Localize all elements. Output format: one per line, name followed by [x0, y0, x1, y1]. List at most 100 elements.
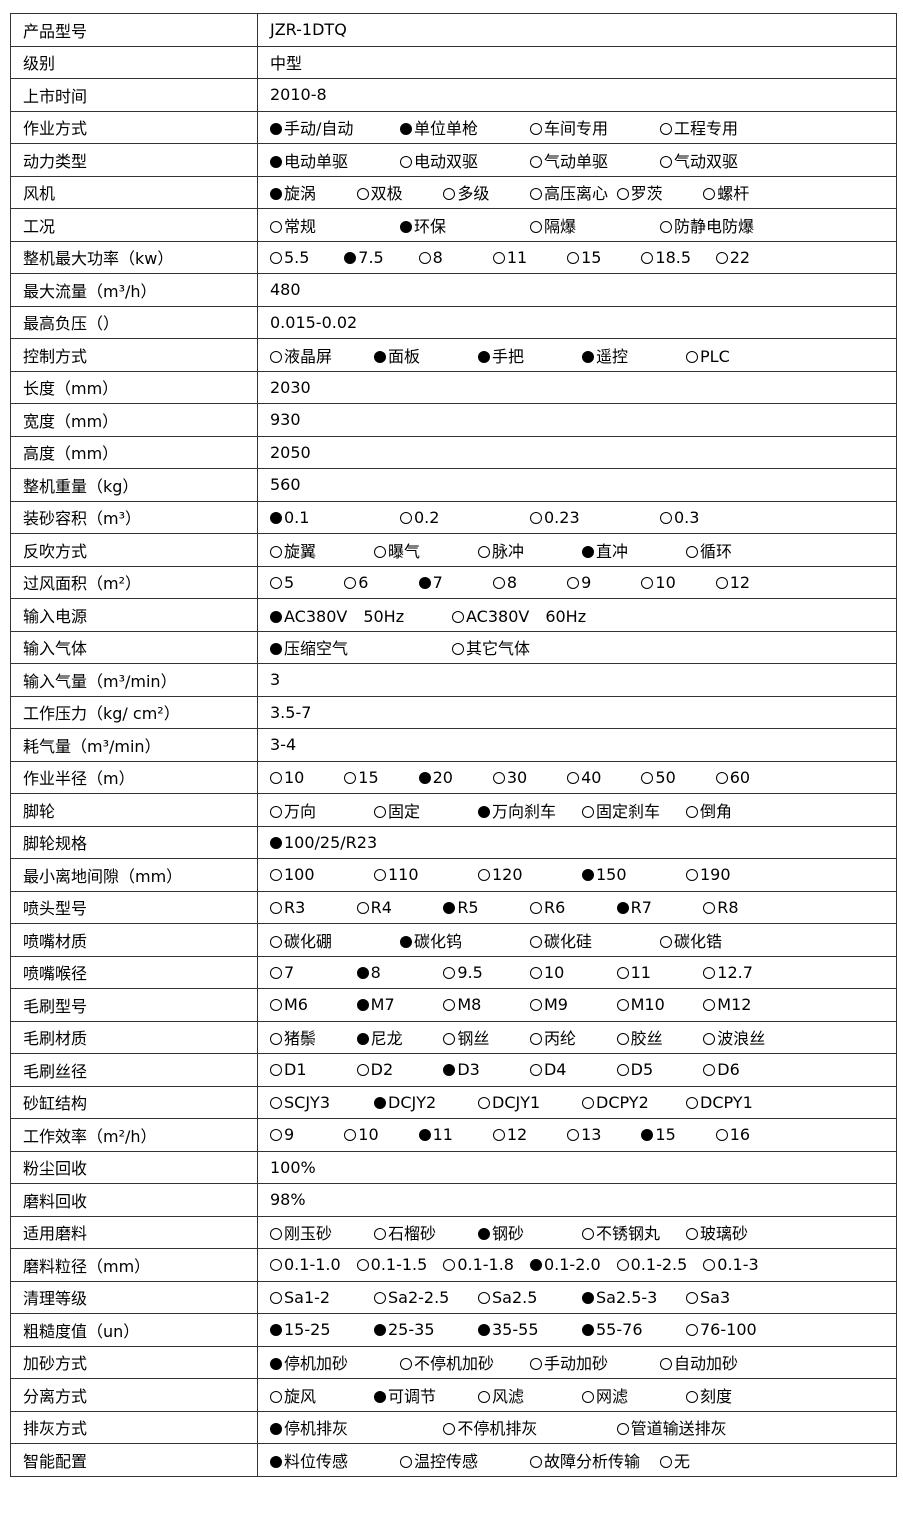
- option-item[interactable]: 7: [270, 963, 357, 982]
- option-item[interactable]: 12.7: [703, 963, 790, 982]
- option-item[interactable]: D1: [270, 1060, 357, 1079]
- option-item[interactable]: 15-25: [270, 1320, 374, 1339]
- radio-empty-icon[interactable]: [529, 999, 542, 1012]
- radio-empty-icon[interactable]: [660, 123, 672, 136]
- option-item[interactable]: 0.23: [530, 508, 660, 527]
- radio-empty-icon[interactable]: [567, 771, 580, 784]
- radio-filled-icon[interactable]: [582, 350, 594, 363]
- option-item[interactable]: 石榴砂: [374, 1220, 478, 1244]
- option-item[interactable]: 25-35: [374, 1320, 478, 1339]
- option-item[interactable]: 其它气体: [452, 635, 634, 659]
- radio-empty-icon[interactable]: [344, 1129, 357, 1142]
- radio-filled-icon[interactable]: [443, 901, 456, 914]
- radio-empty-icon[interactable]: [530, 511, 542, 524]
- option-item[interactable]: 螺杆: [703, 180, 790, 204]
- radio-filled-icon[interactable]: [270, 1358, 282, 1371]
- option-item[interactable]: 停机排灰: [270, 1415, 443, 1439]
- radio-empty-icon[interactable]: [270, 545, 282, 558]
- option-item[interactable]: 76-100: [686, 1320, 790, 1339]
- option-item[interactable]: M9: [529, 995, 617, 1014]
- radio-filled-icon[interactable]: [270, 1423, 282, 1436]
- radio-empty-icon[interactable]: [270, 251, 282, 264]
- radio-filled-icon[interactable]: [270, 188, 282, 201]
- option-item[interactable]: PLC: [686, 347, 790, 366]
- option-item[interactable]: 隔爆: [530, 213, 660, 237]
- radio-filled-icon[interactable]: [270, 123, 282, 136]
- radio-filled-icon[interactable]: [374, 1390, 386, 1403]
- radio-filled-icon[interactable]: [418, 1129, 431, 1142]
- option-item[interactable]: 手把: [478, 343, 582, 367]
- option-item[interactable]: 工程专用: [660, 115, 790, 139]
- option-item[interactable]: 16: [715, 1125, 790, 1144]
- radio-empty-icon[interactable]: [270, 999, 282, 1012]
- radio-empty-icon[interactable]: [582, 1228, 594, 1241]
- option-item[interactable]: 风滤: [478, 1383, 582, 1407]
- option-item[interactable]: 碳化钨: [400, 928, 530, 952]
- option-item[interactable]: 固定刹车: [582, 798, 686, 822]
- option-item[interactable]: 11: [418, 1125, 493, 1144]
- option-item[interactable]: M8: [443, 995, 530, 1014]
- radio-filled-icon[interactable]: [400, 220, 412, 233]
- radio-filled-icon[interactable]: [270, 610, 282, 623]
- option-item[interactable]: D5: [616, 1060, 704, 1079]
- option-item[interactable]: D6: [703, 1060, 790, 1079]
- option-item[interactable]: 12: [492, 1125, 567, 1144]
- radio-empty-icon[interactable]: [529, 1033, 542, 1046]
- radio-filled-icon[interactable]: [418, 771, 431, 784]
- radio-filled-icon[interactable]: [616, 901, 629, 914]
- radio-empty-icon[interactable]: [660, 935, 672, 948]
- radio-empty-icon[interactable]: [703, 901, 716, 914]
- option-item[interactable]: M12: [703, 995, 790, 1014]
- radio-filled-icon[interactable]: [374, 1096, 386, 1109]
- option-item[interactable]: 13: [567, 1125, 641, 1144]
- option-item[interactable]: R8: [703, 898, 790, 917]
- option-item[interactable]: 压缩空气: [270, 635, 452, 659]
- radio-empty-icon[interactable]: [270, 869, 282, 882]
- radio-empty-icon[interactable]: [641, 251, 654, 264]
- radio-filled-icon[interactable]: [374, 350, 386, 363]
- option-item[interactable]: 150: [582, 865, 686, 884]
- option-item[interactable]: 10: [270, 768, 344, 787]
- radio-empty-icon[interactable]: [530, 155, 542, 168]
- radio-empty-icon[interactable]: [567, 251, 580, 264]
- option-item[interactable]: 料位传感: [270, 1448, 400, 1472]
- option-item[interactable]: 车间专用: [530, 115, 660, 139]
- radio-empty-icon[interactable]: [356, 901, 369, 914]
- option-item[interactable]: M7: [356, 995, 444, 1014]
- option-item[interactable]: 遥控: [582, 343, 686, 367]
- option-item[interactable]: 0.2: [400, 508, 530, 527]
- radio-empty-icon[interactable]: [715, 576, 728, 589]
- option-item[interactable]: D2: [356, 1060, 444, 1079]
- option-item[interactable]: 猪鬃: [270, 1025, 357, 1049]
- radio-empty-icon[interactable]: [270, 576, 282, 589]
- radio-empty-icon[interactable]: [452, 643, 464, 656]
- option-item[interactable]: 0.1-1.5: [356, 1255, 444, 1274]
- radio-empty-icon[interactable]: [529, 188, 542, 201]
- radio-empty-icon[interactable]: [616, 999, 629, 1012]
- radio-empty-icon[interactable]: [715, 771, 728, 784]
- radio-empty-icon[interactable]: [641, 771, 654, 784]
- option-item[interactable]: 5: [270, 573, 344, 592]
- radio-empty-icon[interactable]: [530, 123, 542, 136]
- option-item[interactable]: 8: [418, 248, 493, 267]
- option-item[interactable]: 单位单枪: [400, 115, 530, 139]
- option-item[interactable]: 故障分析传输: [530, 1448, 660, 1472]
- option-item[interactable]: 碳化锆: [660, 928, 790, 952]
- radio-empty-icon[interactable]: [270, 350, 282, 363]
- radio-filled-icon[interactable]: [344, 251, 357, 264]
- radio-empty-icon[interactable]: [660, 1455, 672, 1468]
- option-item[interactable]: 35-55: [478, 1320, 582, 1339]
- radio-empty-icon[interactable]: [703, 1259, 716, 1272]
- radio-empty-icon[interactable]: [582, 1096, 594, 1109]
- option-item[interactable]: 9: [567, 573, 641, 592]
- radio-empty-icon[interactable]: [344, 576, 357, 589]
- option-item[interactable]: 15: [641, 1125, 715, 1144]
- radio-filled-icon[interactable]: [270, 1455, 282, 1468]
- option-item[interactable]: D4: [529, 1060, 617, 1079]
- radio-empty-icon[interactable]: [529, 1064, 542, 1077]
- radio-empty-icon[interactable]: [616, 1259, 629, 1272]
- option-item[interactable]: 9.5: [443, 963, 530, 982]
- radio-filled-icon[interactable]: [582, 869, 594, 882]
- option-item[interactable]: 40: [567, 768, 641, 787]
- option-item[interactable]: 钢砂: [478, 1220, 582, 1244]
